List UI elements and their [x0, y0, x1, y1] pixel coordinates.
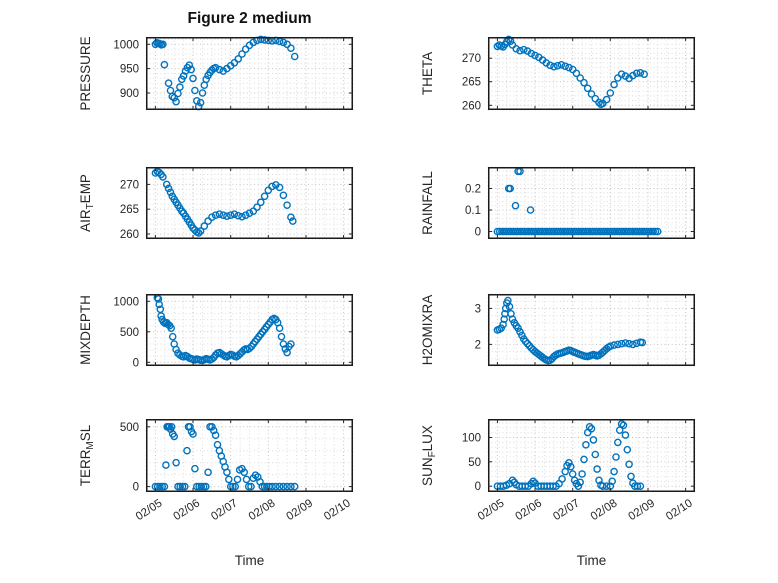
axes-box: [146, 294, 353, 366]
tick-marks: [146, 419, 353, 492]
x-tick-label: 02/05: [476, 497, 507, 523]
y-tick-label: 950: [120, 64, 139, 76]
y-tick-label: 0.2: [465, 184, 481, 196]
x-tick-label: 02/06: [513, 497, 544, 523]
scatter-points: [493, 167, 662, 236]
x-tick-label: 02/09: [284, 497, 315, 523]
y-tick-label: 50: [468, 457, 481, 469]
subplot-sunflux: 0 50 100 02/05 02/06 02/07 02/08 02/09 02/10 SUNF…: [420, 419, 696, 523]
y-axis-label: THETA: [420, 52, 435, 95]
x-tick-label: 02/08: [589, 497, 620, 523]
axes-box: [146, 167, 353, 239]
y-tick-label: 2: [475, 339, 481, 351]
y-tick-label: 270: [462, 53, 481, 65]
y-tick-label: 0: [475, 481, 481, 493]
y-tick-label: 0: [133, 357, 139, 369]
grid: [487, 293, 696, 367]
x-tick-label: 02/07: [551, 497, 582, 523]
x-tick-label: 02/09: [626, 497, 657, 523]
axes-box: [488, 37, 695, 110]
y-axis-label: PRESSURE: [78, 36, 93, 110]
y-tick-label: 500: [120, 422, 139, 434]
x-tick-label: 02/10: [322, 497, 353, 523]
y-tick-label: 1000: [113, 39, 139, 51]
figure-title: Figure 2 medium: [187, 10, 312, 27]
y-tick-label: 0.1: [465, 205, 481, 217]
x-tick-label: 02/06: [171, 497, 202, 523]
scatter-points: [151, 35, 299, 111]
y-tick-label: 260: [120, 229, 139, 241]
y-axis-label: TERRMSL: [78, 424, 96, 486]
subplot-airtemp: 260 265 270 AIRTEMP: [78, 167, 354, 241]
y-tick-label: 0: [133, 482, 139, 494]
scatter-points: [153, 293, 295, 365]
tick-marks: [146, 294, 353, 366]
y-tick-label: 270: [120, 179, 139, 191]
tick-labels: 23: [475, 303, 481, 351]
x-tick-label: 02/10: [664, 497, 695, 523]
subplot-mixdepth: 0 500 1000 MIXDEPTH: [78, 293, 354, 369]
y-tick-label: 265: [120, 204, 139, 216]
y-tick-label: 260: [462, 100, 481, 112]
y-axis-label: SUNFLUX: [420, 425, 438, 486]
y-tick-label: 0: [475, 227, 481, 239]
tick-labels: 900 950 1000: [113, 39, 139, 100]
subplot-rainfall: 0 0.1 0.2 RAINFALL: [420, 166, 696, 239]
y-axis-label: AIRTEMP: [78, 174, 96, 232]
scatter-points: [151, 423, 299, 491]
tick-marks: [488, 294, 695, 366]
axes-box: [146, 37, 353, 110]
tick-marks: [146, 37, 353, 110]
x-tick-label: 02/08: [247, 497, 278, 523]
tick-labels: 0 50 100 02/05 02/06 02/07 02/08 02/09 02/10: [462, 433, 695, 524]
scatter-points: [493, 35, 648, 109]
tick-marks: [488, 167, 695, 239]
y-tick-label: 900: [120, 88, 139, 100]
axes-box: [488, 167, 695, 239]
axes-box: [488, 294, 695, 366]
y-tick-label: 100: [462, 433, 481, 445]
tick-labels: 260 265 270: [120, 179, 139, 241]
x-tick-label: 02/05: [134, 497, 165, 523]
scatter-points: [493, 420, 645, 490]
tick-marks: [488, 37, 695, 110]
y-tick-label: 265: [462, 77, 481, 89]
axes-box: [146, 419, 353, 492]
y-tick-label: 1000: [113, 296, 139, 308]
subplot-theta: 260 265 270 THETA: [420, 35, 696, 112]
grid: [487, 419, 696, 492]
tick-labels: 0 500 02/05 02/06 02/07 02/08 02/09 02/10: [120, 422, 353, 523]
scatter-points: [151, 167, 297, 237]
y-tick-label: 3: [475, 303, 481, 315]
subplot-terrmsl: 0 500 02/05 02/06 02/07 02/08 02/09 02/10 TERRMS…: [78, 419, 354, 523]
x-axis-label-left: Time: [234, 553, 265, 568]
tick-labels: 0 0.1 0.2: [465, 184, 481, 239]
tick-labels: 260 265 270: [462, 53, 481, 112]
y-axis-label: RAINFALL: [420, 171, 435, 235]
x-axis-label-right: Time: [576, 553, 607, 568]
x-tick-label: 02/07: [209, 497, 240, 523]
y-axis-label: MIXDEPTH: [78, 295, 93, 365]
tick-marks: [488, 419, 695, 492]
tick-marks: [146, 167, 353, 239]
y-axis-label: H2OMIXRA: [420, 295, 435, 366]
axes-box: [488, 419, 695, 492]
tick-labels: 0 500 1000: [113, 296, 139, 369]
y-tick-label: 500: [120, 327, 139, 339]
scatter-points: [493, 296, 647, 365]
subplot-pressure: 900 950 1000 PRESSURE: [78, 35, 354, 111]
grid: [145, 167, 354, 240]
